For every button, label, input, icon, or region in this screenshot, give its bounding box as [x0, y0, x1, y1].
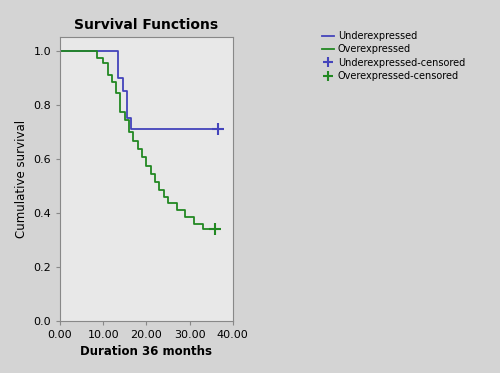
Title: Survival Functions: Survival Functions: [74, 18, 219, 32]
X-axis label: Duration 36 months: Duration 36 months: [80, 345, 212, 358]
Legend: Underexpressed, Overexpressed, Underexpressed-censored, Overexpressed-censored: Underexpressed, Overexpressed, Underexpr…: [322, 31, 465, 81]
Y-axis label: Cumulative survival: Cumulative survival: [14, 120, 28, 238]
